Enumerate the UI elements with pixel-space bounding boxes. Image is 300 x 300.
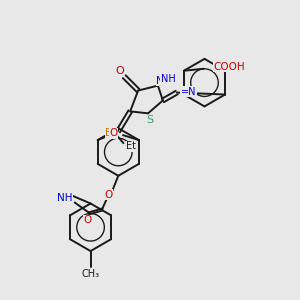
Text: CH₃: CH₃ [82,269,100,279]
Text: Br: Br [105,128,117,138]
Text: O: O [104,190,112,200]
Text: =N: =N [181,86,196,97]
Text: S: S [146,115,154,125]
Text: NH: NH [57,193,73,202]
Text: N: N [156,76,164,85]
Text: Et: Et [126,141,136,151]
Text: O: O [115,66,124,76]
Text: NH: NH [161,74,176,84]
Text: COOH: COOH [214,62,245,72]
Text: H: H [107,129,114,138]
Text: O: O [83,215,92,225]
Text: H: H [163,74,169,83]
Text: O: O [110,128,118,138]
